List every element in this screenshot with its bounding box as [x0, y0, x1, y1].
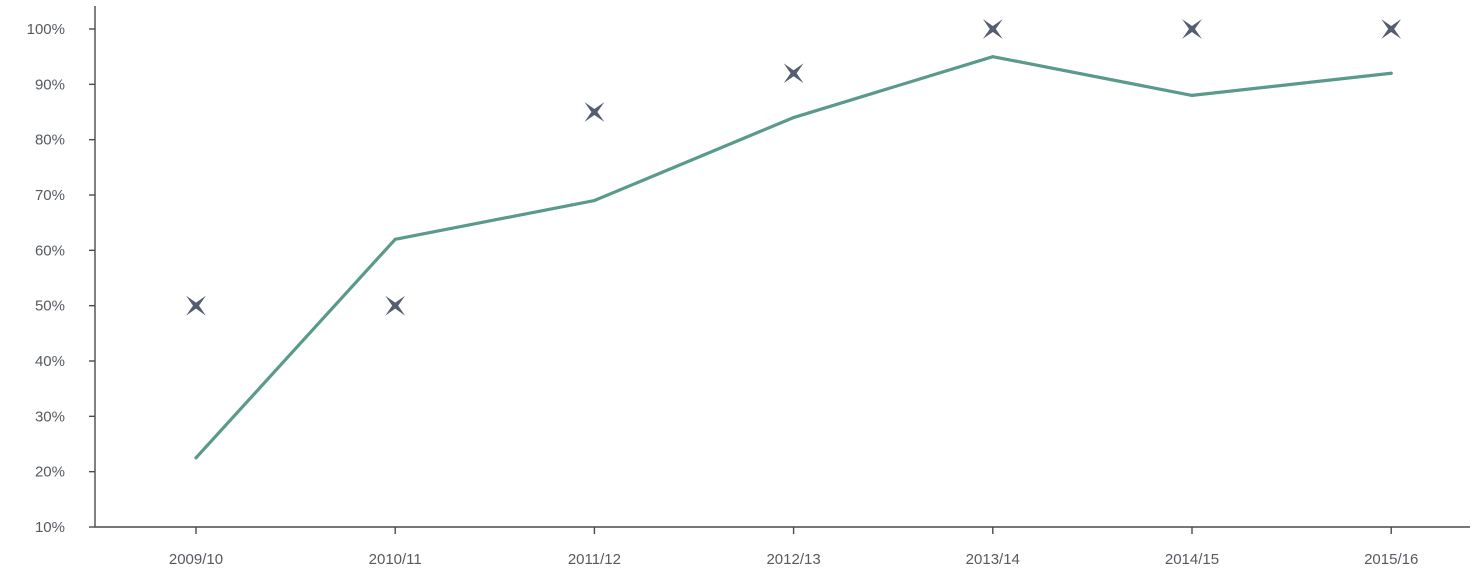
- x-tick-label: 2015/16: [1364, 551, 1418, 568]
- y-axis: 10% 20% 30% 40% 50% 60% 70% 80% 90% 100%: [27, 6, 96, 536]
- line-point: [592, 199, 596, 203]
- x-tick-label: 2011/12: [568, 551, 621, 568]
- y-tick-label: 80%: [35, 132, 65, 149]
- y-tick-label: 40%: [35, 353, 65, 370]
- y-tick-label: 50%: [35, 298, 65, 315]
- star-marker: [1182, 19, 1202, 39]
- line-point: [991, 55, 995, 59]
- line-point: [1389, 71, 1393, 75]
- y-tick-label: 10%: [35, 519, 65, 536]
- x-tick-label: 2012/13: [766, 551, 820, 568]
- star-marker: [385, 295, 406, 316]
- x-tick-label: 2009/10: [169, 551, 223, 568]
- x-tick-label: 2013/14: [966, 551, 1020, 568]
- series-marker-group: [186, 19, 1402, 316]
- series-line-group: [194, 55, 1393, 460]
- star-marker: [186, 295, 206, 316]
- star-marker: [584, 102, 605, 122]
- y-tick-label: 60%: [35, 242, 65, 259]
- star-marker: [783, 63, 804, 84]
- y-tick-label: 30%: [35, 408, 65, 425]
- y-tick-label: 90%: [35, 76, 65, 93]
- x-tick-label: 2014/15: [1165, 551, 1219, 568]
- x-axis: 2009/10 2010/11 2011/12 2012/13 2013/14 2014/…: [95, 526, 1470, 568]
- x-tick-label: 2010/11: [369, 551, 422, 568]
- line-point: [194, 456, 198, 460]
- y-tick-label: 70%: [35, 187, 65, 204]
- star-marker: [1381, 19, 1402, 39]
- line-point: [393, 237, 397, 241]
- line-point: [1190, 93, 1194, 97]
- line-point: [792, 116, 796, 120]
- y-tick-label: 20%: [35, 464, 65, 481]
- y-tick-label: 100%: [27, 21, 65, 38]
- star-marker: [982, 19, 1003, 39]
